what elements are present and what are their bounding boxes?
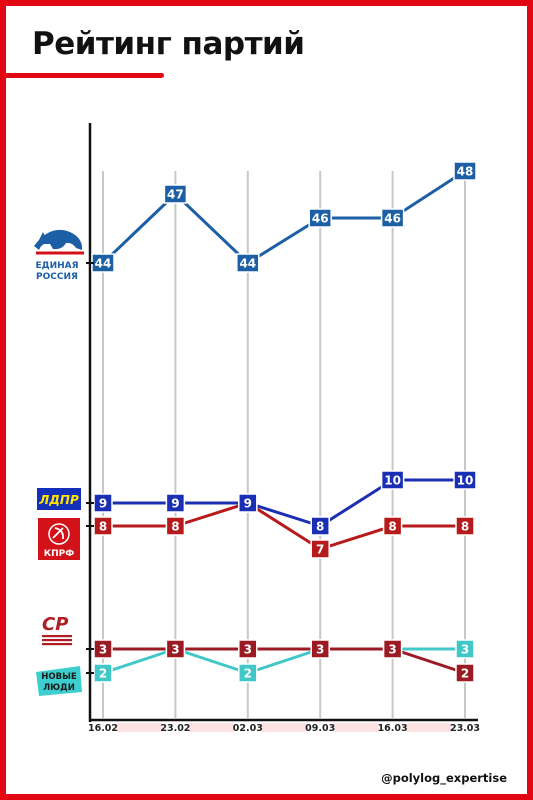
data-point-er: [163, 184, 188, 204]
data-label-sr: 3: [316, 643, 324, 657]
data-point-ldpr: [310, 516, 330, 536]
data-point-ldpr: [238, 493, 258, 513]
data-point-nl: [455, 639, 475, 659]
data-label-sr: 3: [388, 643, 396, 657]
series-line-sr: [103, 647, 466, 675]
nl-logo-line2: ЛЮДИ: [43, 683, 75, 693]
data-label-ldpr: 8: [316, 520, 324, 534]
series-line-nl: [102, 647, 465, 675]
ldpr-logo-label: ЛДПР: [38, 493, 79, 507]
data-point-kprf: [310, 539, 330, 559]
sr-logo-label: СР: [42, 614, 68, 635]
data-label-er: 44: [95, 257, 112, 271]
data-point-ldpr: [165, 493, 186, 513]
data-label-nl: 2: [99, 667, 107, 681]
x-tick-label: 09.03: [305, 723, 335, 734]
nl-logo: [36, 666, 82, 696]
data-label-ldpr: 9: [171, 497, 179, 511]
data-point-er: [236, 253, 260, 273]
data-point-sr: [382, 639, 403, 659]
data-label-ldpr: 9: [244, 497, 252, 511]
data-label-sr: 3: [171, 643, 179, 657]
data-point-sr: [238, 639, 258, 659]
series-line-kprf: [103, 501, 465, 551]
x-tick-label: 16.03: [378, 723, 408, 734]
data-label-sr: 3: [99, 643, 107, 657]
credit-handle: @polylog_expertise: [381, 771, 507, 785]
data-label-nl: 2: [244, 667, 252, 681]
data-point-kprf: [165, 516, 186, 536]
date-ribbon: [117, 723, 162, 732]
x-tick-label: 23.03: [450, 723, 480, 734]
data-label-kprf: 7: [316, 543, 324, 557]
data-label-er: 46: [312, 212, 329, 226]
data-label-nl: 3: [461, 643, 469, 657]
x-tick-label: 16.02: [88, 723, 118, 734]
data-label-er: 48: [457, 165, 474, 179]
hammer-sickle-mark: [52, 527, 64, 540]
kprf-logo: [38, 518, 80, 560]
sr-logo-stripe: [42, 639, 72, 642]
series-line-ldpr: [103, 478, 465, 528]
er-logo-line2: РОССИЯ: [36, 272, 78, 282]
data-label-ldpr: 10: [457, 474, 474, 488]
title-underline: [6, 73, 164, 78]
nl-logo-line1: НОВЫЕ: [41, 672, 77, 682]
data-label-kprf: 8: [388, 520, 396, 534]
data-label-kprf: 8: [461, 520, 469, 534]
data-point-er: [308, 208, 332, 228]
data-label-er: 44: [239, 257, 256, 271]
data-point-er: [453, 161, 477, 181]
x-tick-label: 02.03: [233, 723, 263, 734]
kprf-logo-label: КПРФ: [44, 549, 74, 559]
data-label-kprf: 8: [99, 520, 107, 534]
hammer-sickle-icon: [48, 523, 70, 545]
date-ribbon: [189, 723, 234, 732]
x-tick-label: 23.02: [160, 723, 190, 734]
data-point-ldpr: [380, 470, 405, 490]
party-rating-chart: 16.0223.0202.0309.0316.0323.032323333333…: [34, 123, 480, 734]
bear-icon: [34, 229, 83, 250]
er-logo-line1: ЕДИНАЯ: [35, 261, 78, 271]
date-ribbon: [334, 723, 379, 732]
data-label-sr: 2: [461, 667, 469, 681]
data-point-er: [380, 208, 405, 228]
data-point-sr: [310, 639, 330, 659]
sr-logo-stripe: [42, 635, 72, 638]
series-line-er: [101, 169, 466, 265]
date-ribbon: [406, 723, 451, 732]
data-point-ldpr: [453, 470, 477, 490]
data-point-kprf: [455, 516, 475, 536]
data-label-ldpr: 9: [99, 497, 107, 511]
date-ribbon: [261, 723, 307, 732]
data-label-sr: 3: [244, 643, 252, 657]
page-title: Рейтинг партий: [32, 26, 305, 62]
ldpr-logo: [37, 488, 81, 510]
data-point-sr: [165, 639, 186, 659]
sr-logo-stripe: [42, 643, 72, 646]
data-label-er: 46: [384, 212, 401, 226]
data-label-er: 47: [167, 188, 184, 202]
data-point-kprf: [382, 516, 403, 536]
data-label-kprf: 8: [171, 520, 179, 534]
data-point-sr: [455, 663, 475, 683]
data-label-ldpr: 10: [384, 474, 401, 488]
data-point-nl: [238, 663, 258, 683]
